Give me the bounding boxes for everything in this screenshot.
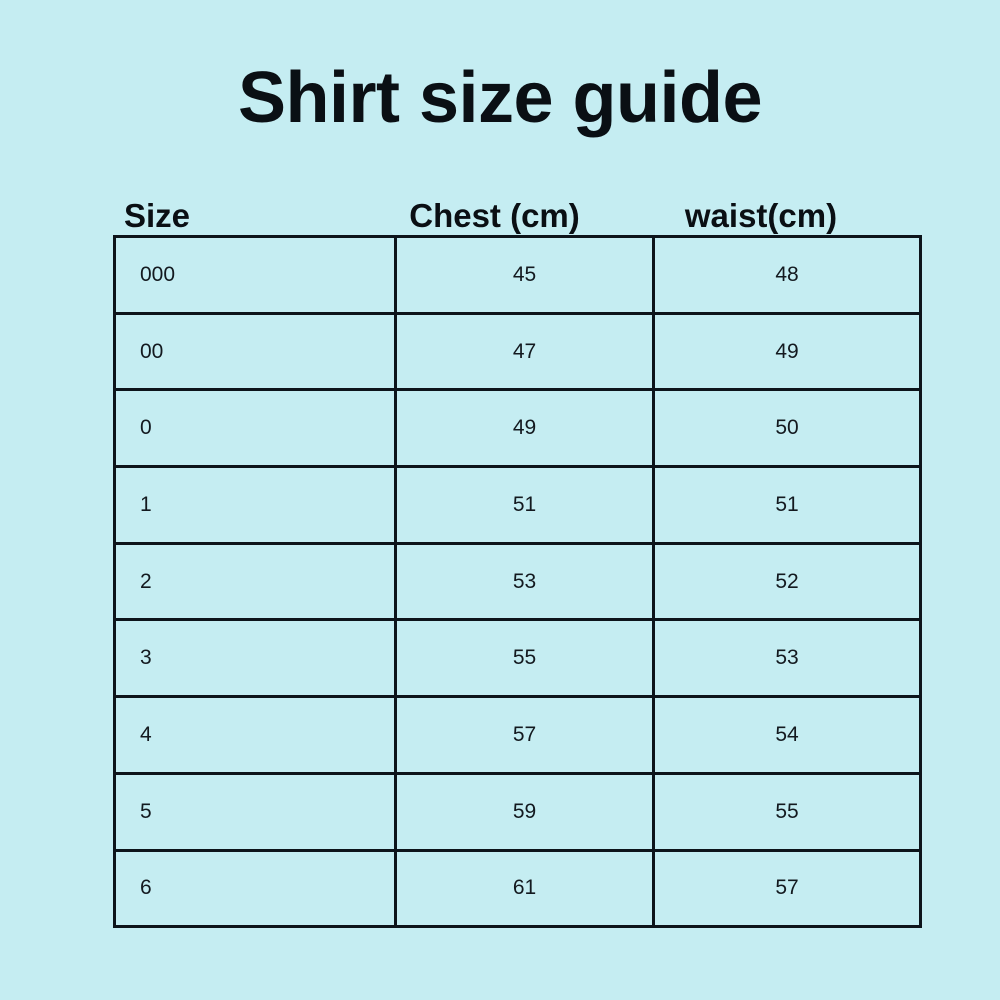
cell-waist: 48 [652, 235, 922, 315]
page-title: Shirt size guide [237, 58, 763, 138]
cell-waist: 50 [652, 388, 922, 469]
cell-waist: 55 [652, 771, 922, 852]
table-row: 4 57 54 [113, 695, 922, 775]
cell-waist: 51 [652, 465, 922, 545]
cell-chest: 59 [394, 771, 655, 852]
cell-size: 0 [113, 388, 397, 469]
table-row: 6 61 57 [113, 848, 922, 929]
cell-size: 000 [113, 235, 397, 315]
table-row: 1 51 51 [113, 465, 922, 545]
cell-size: 6 [113, 848, 397, 929]
cell-chest: 61 [394, 848, 655, 929]
cell-waist: 57 [652, 848, 922, 929]
cell-chest: 45 [394, 235, 655, 315]
cell-size: 2 [113, 541, 397, 622]
cell-chest: 53 [394, 541, 655, 622]
cell-chest: 57 [394, 695, 655, 775]
table-row: 2 53 52 [113, 541, 922, 622]
table-header-row: Size Chest (cm) waist(cm) [113, 186, 886, 234]
cell-size: 1 [113, 465, 397, 545]
cell-size: 00 [113, 311, 397, 392]
column-header-waist: waist(cm) [684, 197, 838, 235]
size-chart-body: 000 45 48 00 47 49 0 49 50 1 51 51 2 53 [113, 235, 922, 929]
table-row: 0 49 50 [113, 388, 922, 469]
cell-waist: 54 [652, 695, 922, 775]
cell-size: 5 [113, 771, 397, 852]
table-row: 00 47 49 [113, 311, 922, 392]
table-row: 000 45 48 [113, 235, 922, 315]
cell-chest: 55 [394, 618, 655, 699]
cell-chest: 49 [394, 388, 655, 469]
cell-waist: 52 [652, 541, 922, 622]
cell-chest: 51 [394, 465, 655, 545]
cell-size: 4 [113, 695, 397, 775]
cell-waist: 49 [652, 311, 922, 392]
table-row: 3 55 53 [113, 618, 922, 699]
size-chart-table: 000 45 48 00 47 49 0 49 50 1 51 51 2 53 [113, 235, 922, 929]
cell-waist: 53 [652, 618, 922, 699]
cell-chest: 47 [394, 311, 655, 392]
column-header-size: Size [124, 197, 191, 235]
table-row: 5 59 55 [113, 771, 922, 852]
cell-size: 3 [113, 618, 397, 699]
column-header-chest: Chest (cm) [409, 197, 580, 235]
